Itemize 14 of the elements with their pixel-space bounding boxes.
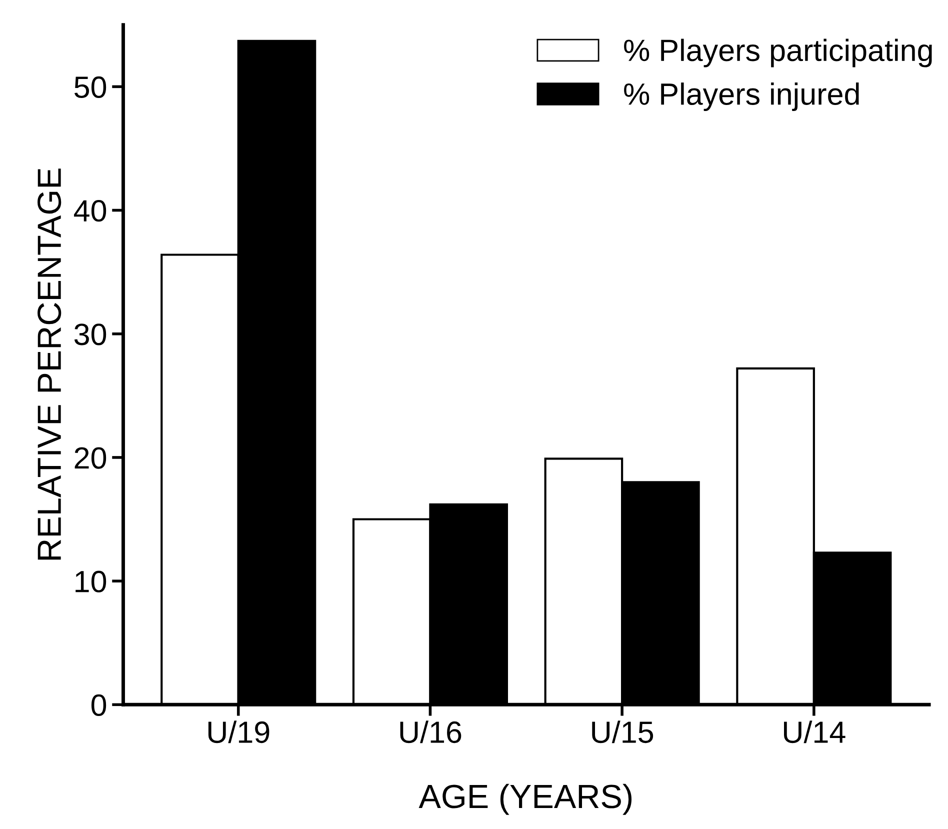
x-tick-label: U/15 [592, 720, 654, 744]
x-tick-label: U/14 [784, 720, 846, 744]
y-tick-label: 0 [91, 694, 106, 716]
y-axis-title: RELATIVE PERCENTAGE [38, 168, 62, 560]
y-tick-label: 10 [76, 570, 106, 592]
y-tick-label: 30 [74, 324, 106, 346]
x-tick-label: U/16 [400, 720, 462, 744]
y-tick-label: 20 [74, 447, 106, 469]
legend-label: % Players injured [624, 82, 859, 112]
y-tick-label: 40 [74, 200, 106, 222]
y-tick-label: 50 [74, 76, 106, 98]
x-axis-title: AGE (YEARS) [418, 784, 632, 815]
legend-label: % Players participating [624, 38, 932, 68]
x-tick-label: U/19 [208, 720, 270, 744]
